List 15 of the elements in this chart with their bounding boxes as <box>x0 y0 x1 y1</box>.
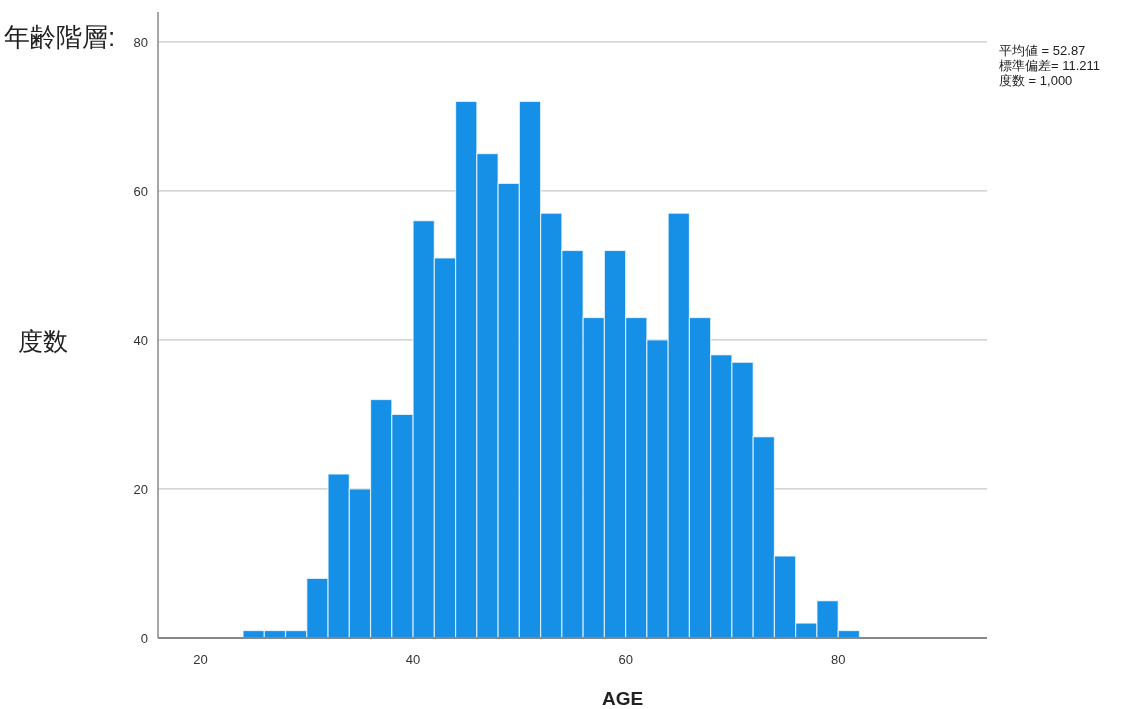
text: 度数 = 1,000 <box>999 73 1073 88</box>
x-tick-label: 60 <box>618 652 633 667</box>
text: 標準偏差= 11.211 <box>999 58 1101 73</box>
x-axis-title: AGE <box>601 688 644 709</box>
chart-title: 年齢階層: <box>4 22 116 52</box>
y-axis-title: 度数 <box>18 327 68 355</box>
y-tick-label: 40 <box>133 332 148 348</box>
y-tick-label: 20 <box>133 481 148 497</box>
y-tick-label: 0 <box>140 631 148 646</box>
y-tick-label: 60 <box>133 183 148 199</box>
x-tick-label: 40 <box>405 652 421 667</box>
x-tick-label: 80 <box>830 652 846 667</box>
y-tick-label: 80 <box>133 34 148 50</box>
x-tick-label: 20 <box>193 652 208 667</box>
text: 平均値 = 52.87 <box>999 43 1086 58</box>
